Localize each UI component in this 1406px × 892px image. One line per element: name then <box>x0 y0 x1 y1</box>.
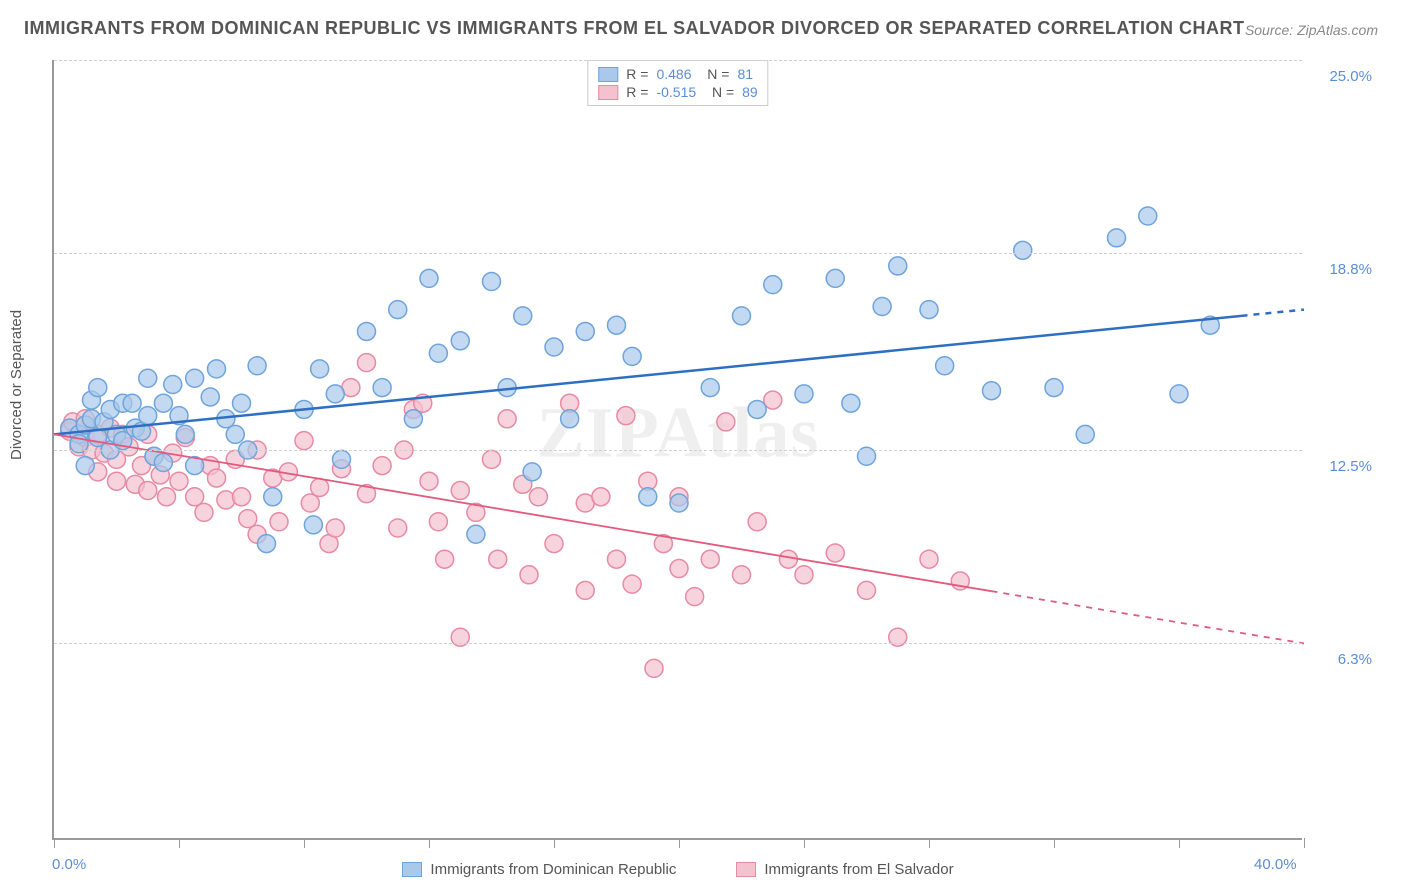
gridline <box>54 643 1302 644</box>
correlation-legend: R = 0.486 N = 81 R = -0.515 N = 89 <box>587 60 768 106</box>
legend-row-es: R = -0.515 N = 89 <box>598 83 757 101</box>
y-tick-label: 18.8% <box>1329 261 1372 278</box>
scatter-svg <box>54 60 1302 838</box>
y-tick-label: 6.3% <box>1338 651 1372 668</box>
legend-label-es: Immigrants from El Salvador <box>764 861 953 878</box>
chart-title: IMMIGRANTS FROM DOMINICAN REPUBLIC VS IM… <box>24 18 1245 39</box>
y-tick-label: 25.0% <box>1329 68 1372 85</box>
x-tick <box>929 838 930 848</box>
x-tick <box>179 838 180 848</box>
y-axis-label: Divorced or Separated <box>8 310 25 460</box>
plot-area: ZIPAtlas R = 0.486 N = 81 R = -0.515 N =… <box>52 60 1302 840</box>
x-tick <box>804 838 805 848</box>
source-attribution: Source: ZipAtlas.com <box>1245 22 1378 38</box>
x-tick <box>304 838 305 848</box>
legend-n-label: N = <box>704 84 734 100</box>
x-tick <box>54 838 55 848</box>
series-legend: Immigrants from Dominican Republic Immig… <box>54 861 1302 878</box>
x-tick <box>1179 838 1180 848</box>
legend-n-label: N = <box>700 66 730 82</box>
x-tick <box>554 838 555 848</box>
gridline <box>54 450 1302 451</box>
swatch-dr <box>402 862 422 877</box>
x-tick <box>429 838 430 848</box>
legend-n-dr: 81 <box>737 66 753 82</box>
legend-row-dr: R = 0.486 N = 81 <box>598 65 757 83</box>
swatch-es <box>736 862 756 877</box>
y-tick-label: 12.5% <box>1329 458 1372 475</box>
legend-label-dr: Immigrants from Dominican Republic <box>430 861 676 878</box>
swatch-es <box>598 85 618 100</box>
x-tick <box>679 838 680 848</box>
legend-item-es: Immigrants from El Salvador <box>736 861 953 878</box>
x-tick-label: 0.0% <box>52 856 86 873</box>
swatch-dr <box>598 67 618 82</box>
gridline <box>54 60 1302 61</box>
legend-n-es: 89 <box>742 84 758 100</box>
x-tick <box>1304 838 1305 848</box>
x-tick-label: 40.0% <box>1254 856 1297 873</box>
legend-r-label: R = <box>626 84 648 100</box>
legend-r-dr: 0.486 <box>656 66 691 82</box>
x-tick <box>1054 838 1055 848</box>
legend-r-es: -0.515 <box>656 84 696 100</box>
legend-r-label: R = <box>626 66 648 82</box>
gridline <box>54 253 1302 254</box>
legend-item-dr: Immigrants from Dominican Republic <box>402 861 676 878</box>
